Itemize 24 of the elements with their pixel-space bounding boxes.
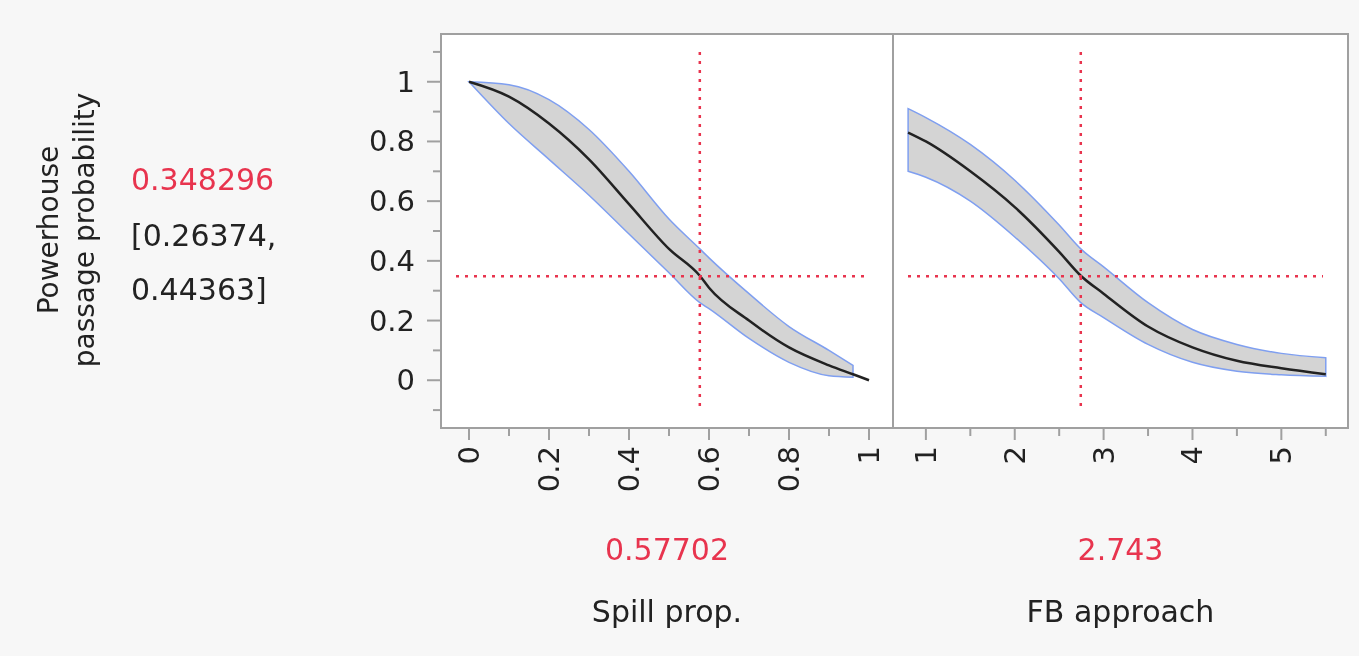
ref-line-label: 0.57702: [604, 532, 730, 567]
y-tick-label: 0.8: [368, 124, 415, 159]
x-tick-label: 3: [1086, 446, 1121, 465]
x-tick-label: 0.4: [612, 446, 646, 493]
y-tick-label: 1: [396, 64, 415, 99]
text: [0.26374, 0.44363]: [131, 218, 277, 307]
x-tick-label: 1: [908, 446, 943, 465]
y-tick-label: 0.2: [368, 303, 415, 338]
x-tick-label: 1: [852, 446, 886, 465]
x-tick-label: 5: [1264, 446, 1299, 465]
x-tick-label: 0.6: [692, 446, 726, 493]
ref-line-label: 0.348296: [131, 162, 275, 197]
ref-line-label: 2.743: [1077, 532, 1164, 567]
x-tick-label: 0.2: [532, 446, 566, 493]
y-tick-label: 0.6: [368, 184, 415, 219]
y-tick-label: 0: [396, 363, 415, 398]
x-tick-label: 0.8: [772, 446, 806, 493]
y-axis-title: Powerhouse passage probability: [32, 92, 101, 368]
y-tick-label: 0.4: [368, 243, 415, 278]
x-axis-title: FB approach: [1026, 594, 1215, 629]
x-tick-label: 0: [452, 446, 486, 465]
x-tick-label: 4: [1175, 446, 1210, 465]
x-axis-title: Spill prop.: [591, 594, 743, 629]
x-tick-label: 2: [997, 446, 1032, 465]
